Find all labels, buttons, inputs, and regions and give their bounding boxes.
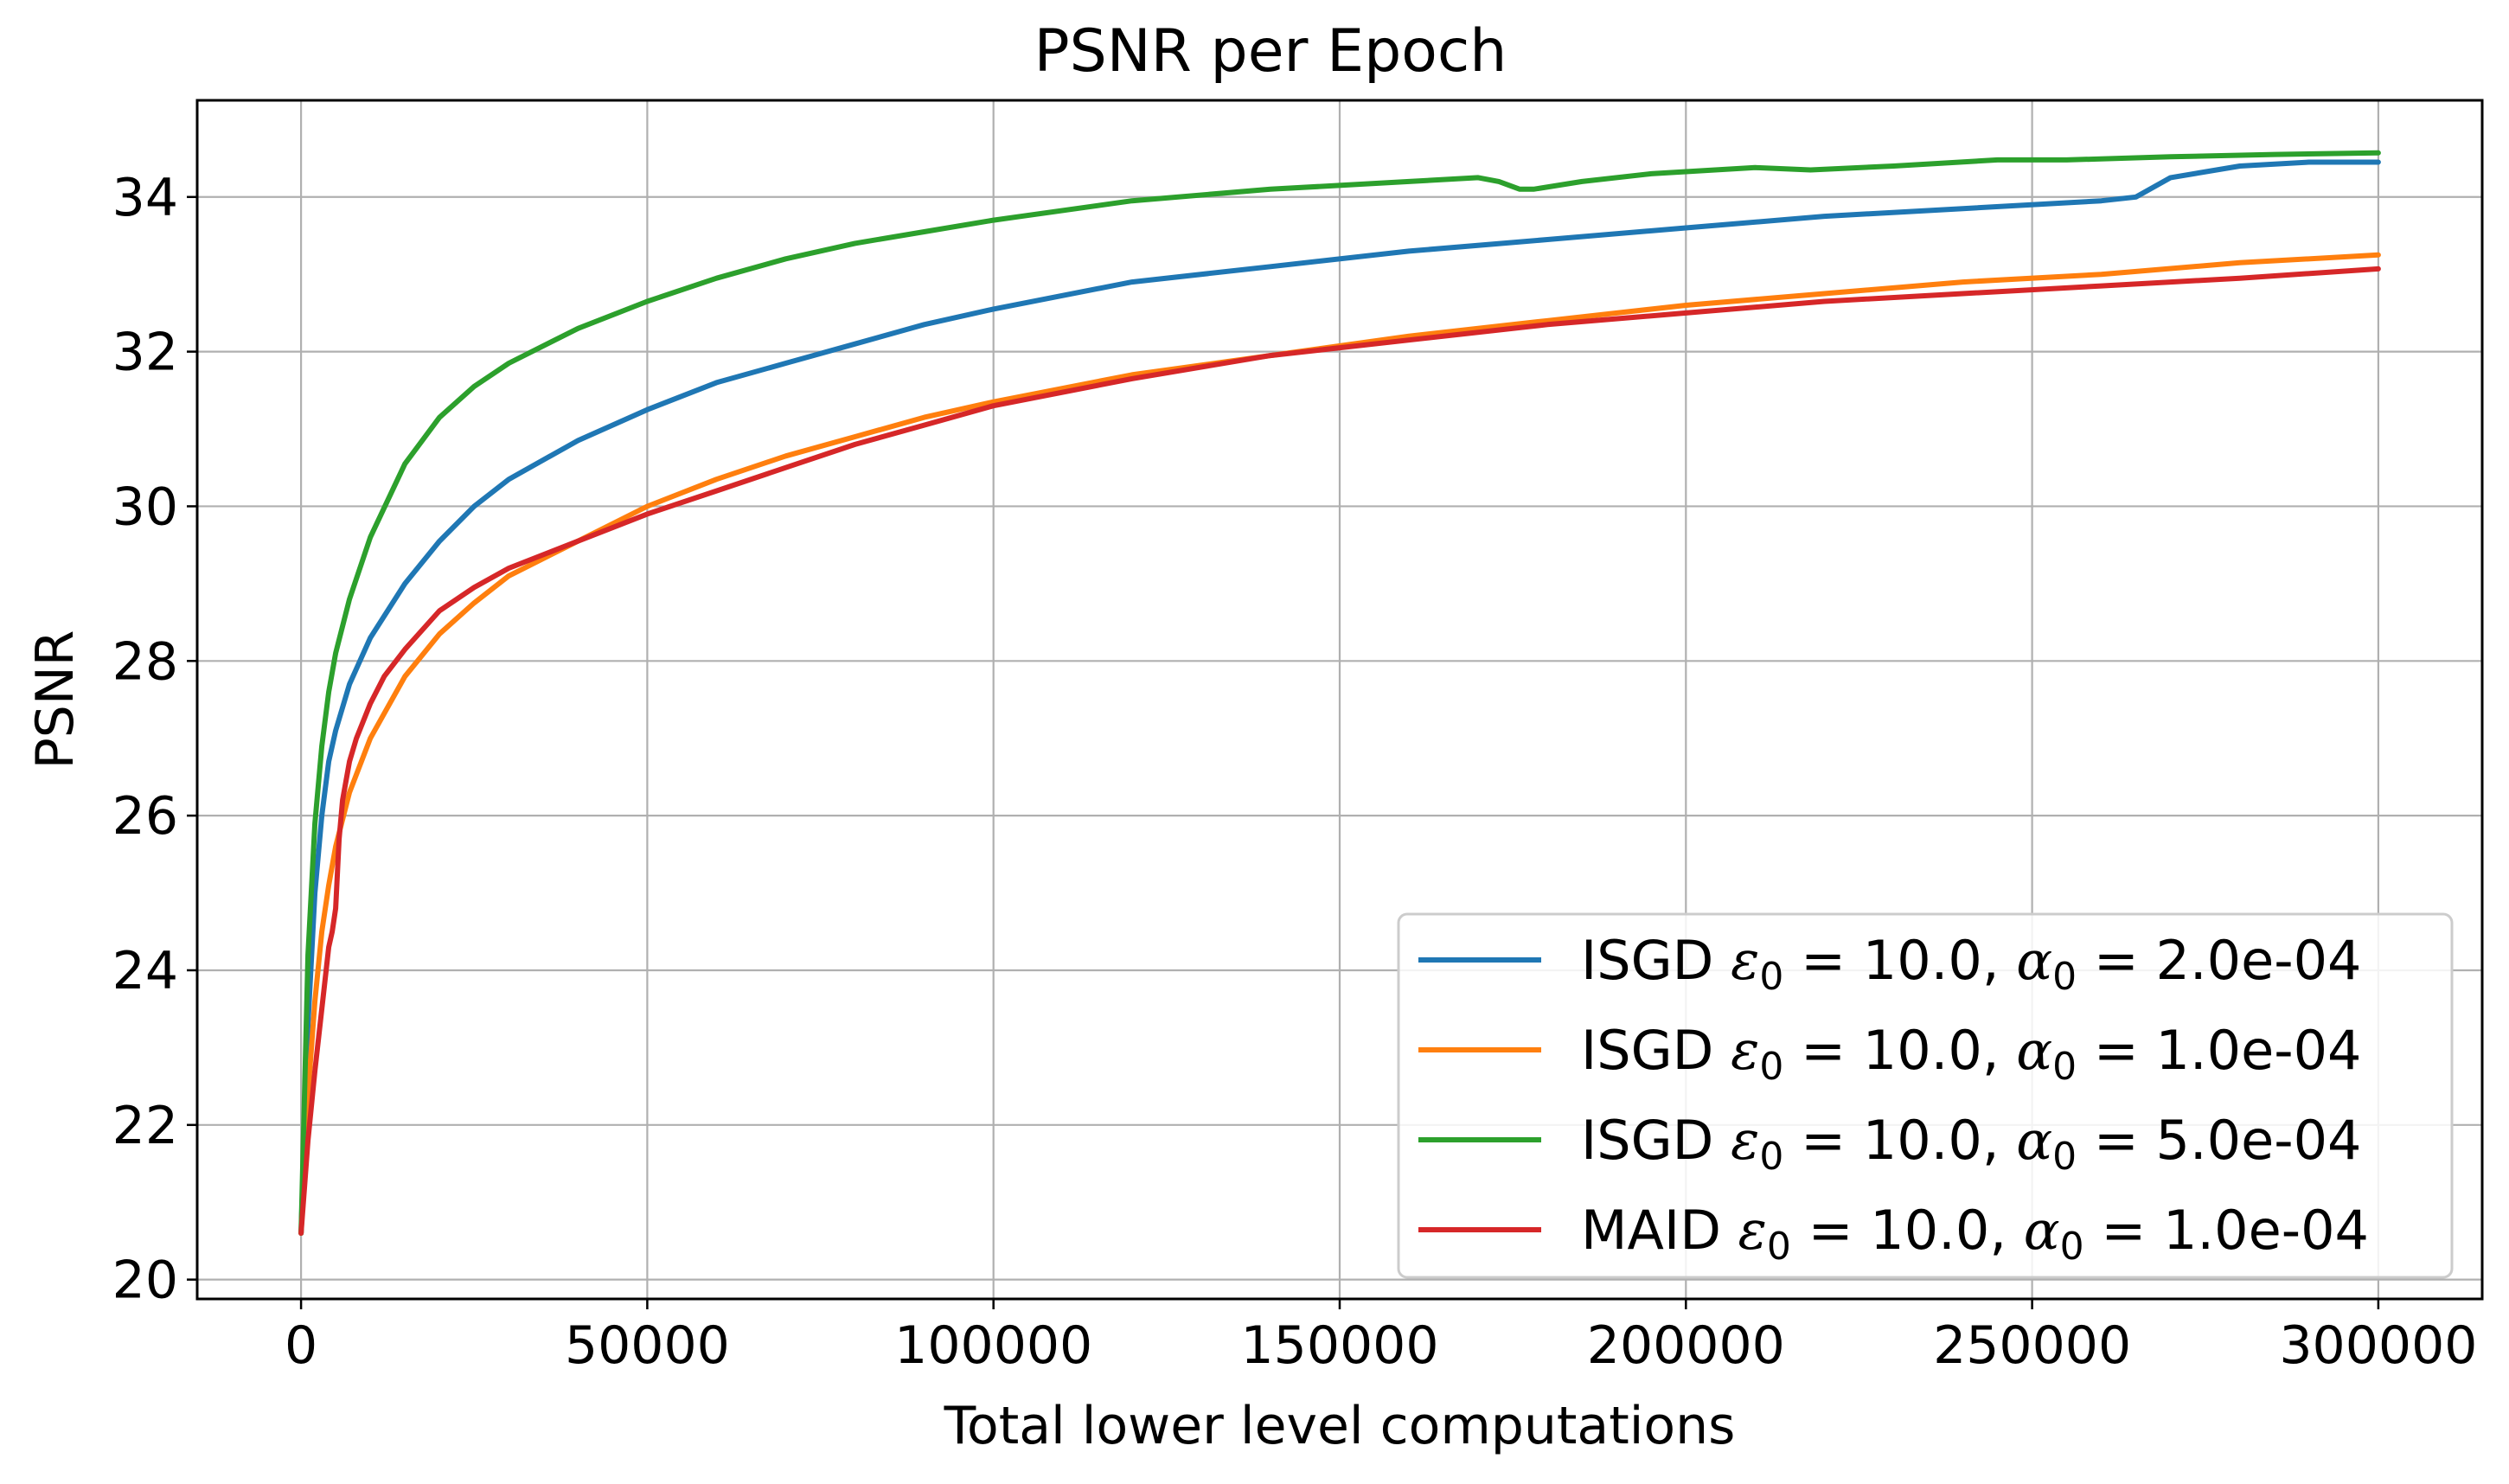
- legend-label: ISGD ε0 = 10.0, α0 = 1.0e-04: [1581, 1019, 2362, 1089]
- legend-entry: ISGD ε0 = 10.0, α0 = 1.0e-04: [1418, 1019, 2362, 1089]
- series-line-2: [298, 252, 2381, 1236]
- y-tick-label: 30: [112, 477, 178, 537]
- series-line-1: [298, 159, 2381, 1236]
- series-line-4: [298, 265, 2381, 1236]
- y-tick-label: 32: [112, 323, 178, 383]
- legend-label: ISGD ε0 = 10.0, α0 = 2.0e-04: [1581, 929, 2362, 999]
- x-tick-label: 250000: [1933, 1315, 2131, 1376]
- series-lines: [298, 150, 2381, 1236]
- x-tick-label: 150000: [1240, 1315, 1438, 1376]
- legend-entry: ISGD ε0 = 10.0, α0 = 2.0e-04: [1418, 929, 2362, 999]
- chart-title: PSNR per Epoch: [1034, 17, 1507, 86]
- y-axis-label: PSNR: [25, 630, 86, 770]
- legend-frame: [1397, 912, 2454, 1279]
- legend-label: ISGD ε0 = 10.0, α0 = 5.0e-04: [1581, 1109, 2362, 1179]
- y-tick-label: 28: [112, 631, 178, 692]
- y-tick-label: 34: [112, 168, 178, 228]
- x-tick-label: 50000: [565, 1315, 730, 1376]
- x-tick-label: 100000: [894, 1315, 1092, 1376]
- legend: ISGD ε0 = 10.0, α0 = 2.0e-04 ISGD ε0 = 10…: [1397, 912, 2454, 1279]
- axis-ticks: 0 50000 100000 150000 200000 250000 300000 20 22…: [112, 168, 2478, 1376]
- series-line-3: [298, 150, 2381, 1236]
- legend-entry: MAID ε0 = 10.0, α0 = 1.0e-04: [1418, 1199, 2369, 1269]
- legend-label: MAID ε0 = 10.0, α0 = 1.0e-04: [1581, 1199, 2369, 1269]
- y-tick-label: 22: [112, 1096, 178, 1156]
- x-tick-label: 300000: [2279, 1315, 2477, 1376]
- y-tick-label: 20: [112, 1251, 178, 1311]
- x-tick-label: 200000: [1587, 1315, 1785, 1376]
- x-axis-label: Total lower level computations: [944, 1396, 1736, 1456]
- y-tick-label: 26: [112, 786, 178, 847]
- y-tick-label: 24: [112, 941, 178, 1001]
- legend-entry: ISGD ε0 = 10.0, α0 = 5.0e-04: [1418, 1109, 2362, 1179]
- x-tick-label: 0: [285, 1315, 317, 1376]
